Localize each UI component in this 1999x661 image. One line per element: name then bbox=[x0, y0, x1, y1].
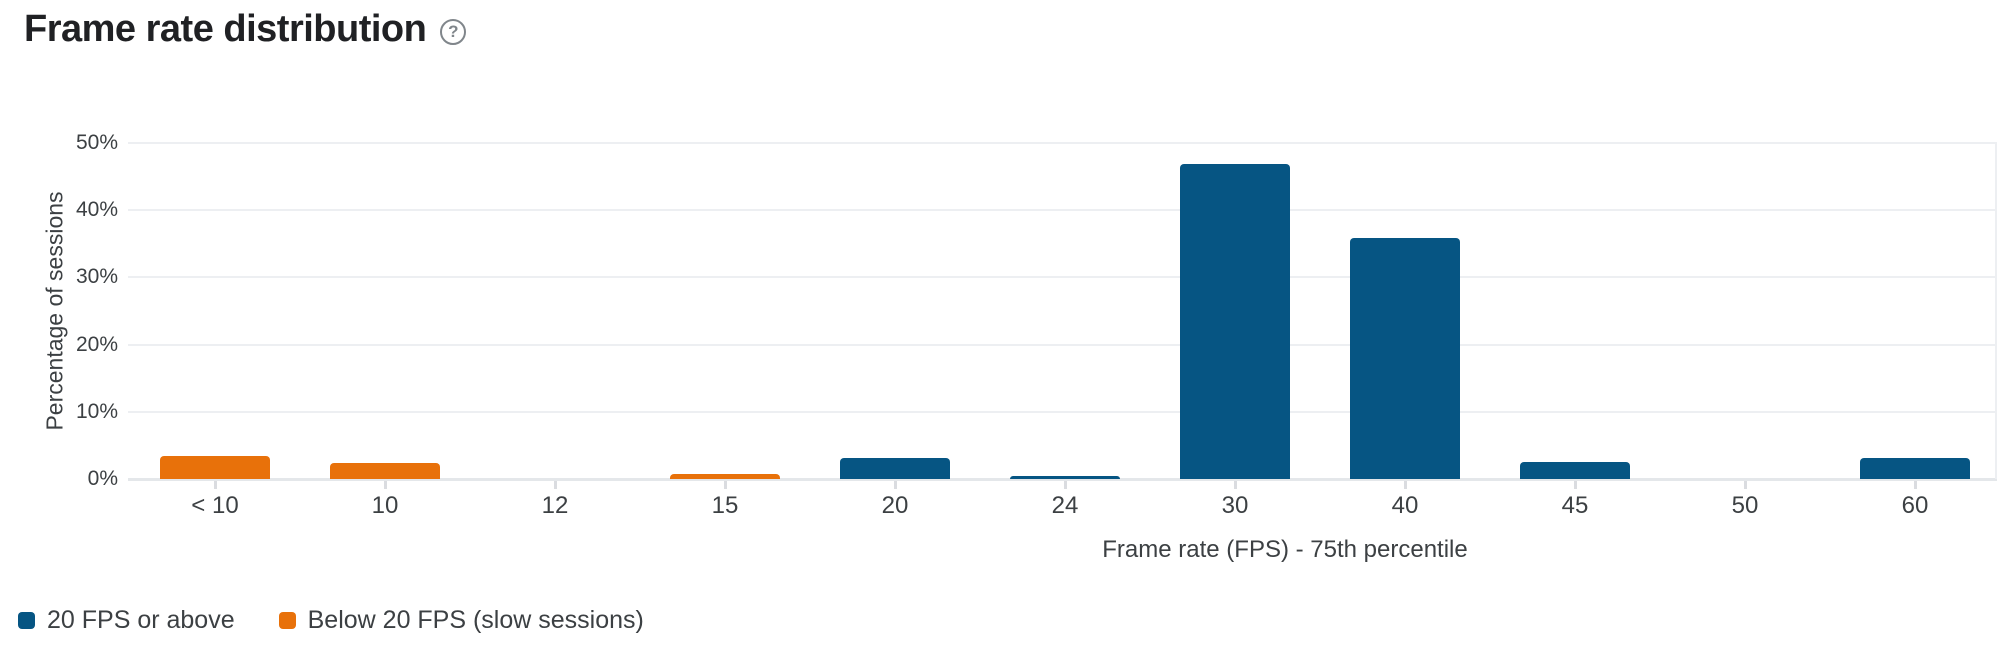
x-tick-label: 30 bbox=[1221, 492, 1249, 519]
gridline bbox=[128, 276, 1997, 279]
x-tick-label: < 10 bbox=[191, 492, 239, 519]
card-header: Frame rate distribution ? bbox=[24, 8, 467, 51]
bar-45[interactable] bbox=[1520, 461, 1630, 479]
help-icon[interactable]: ? bbox=[440, 18, 467, 45]
y-axis-label: Percentage of sessions bbox=[41, 191, 68, 431]
bar-24[interactable] bbox=[1010, 475, 1120, 479]
gridline bbox=[128, 343, 1997, 346]
x-axis-tick bbox=[213, 481, 217, 489]
bar-20[interactable] bbox=[840, 458, 950, 479]
x-axis-tick bbox=[1233, 481, 1237, 489]
x-tick-label: 12 bbox=[541, 492, 569, 519]
x-axis-tick bbox=[893, 481, 897, 489]
bar-10[interactable] bbox=[330, 462, 440, 479]
x-tick-label: 50 bbox=[1731, 492, 1759, 519]
x-axis-tick bbox=[1573, 481, 1577, 489]
x-axis-tick bbox=[1913, 481, 1917, 489]
page-title: Frame rate distribution bbox=[24, 8, 427, 50]
legend-item: Below 20 FPS (slow sessions) bbox=[278, 606, 644, 635]
legend-label: Below 20 FPS (slow sessions) bbox=[307, 606, 644, 634]
x-axis-tick bbox=[1403, 481, 1407, 489]
x-axis-tick bbox=[383, 481, 387, 489]
legend-label: 20 FPS or above bbox=[47, 606, 235, 634]
y-tick-label: 20% bbox=[75, 332, 118, 356]
x-tick-label: 20 bbox=[881, 492, 909, 519]
legend-swatch-blue bbox=[18, 612, 35, 629]
legend: 20 FPS or above Below 20 FPS (slow sessi… bbox=[18, 606, 644, 635]
x-axis-tick bbox=[723, 481, 727, 489]
x-axis-tick bbox=[1063, 481, 1067, 489]
plot-right-border bbox=[1995, 143, 1997, 479]
y-tick-label: 10% bbox=[75, 399, 118, 423]
legend-swatch-orange bbox=[278, 612, 296, 629]
y-tick-label: 50% bbox=[75, 131, 118, 154]
x-tick-label: 45 bbox=[1561, 492, 1589, 519]
x-axis-tick bbox=[1743, 481, 1747, 489]
x-axis-title: Frame rate (FPS) - 75th percentile bbox=[1102, 536, 1468, 563]
gridline bbox=[128, 477, 1997, 481]
legend-item: 20 FPS or above bbox=[18, 606, 235, 635]
y-tick-label: 40% bbox=[75, 198, 118, 222]
bar-30[interactable] bbox=[1180, 163, 1290, 479]
x-axis-tick bbox=[553, 481, 557, 489]
x-tick-label: 60 bbox=[1901, 492, 1929, 519]
x-tick-label: 24 bbox=[1051, 492, 1079, 519]
x-tick-label: 40 bbox=[1391, 492, 1419, 519]
gridline bbox=[128, 209, 1997, 212]
x-tick-label: 10 bbox=[371, 492, 399, 519]
gridline bbox=[128, 142, 1997, 144]
x-tick-label: 15 bbox=[711, 492, 739, 519]
bar-40[interactable] bbox=[1350, 237, 1460, 479]
y-tick-label: 30% bbox=[75, 265, 118, 289]
y-tick-label: 0% bbox=[87, 467, 118, 490]
bar-60[interactable] bbox=[1860, 458, 1970, 479]
gridline bbox=[128, 410, 1997, 413]
bar-<10[interactable] bbox=[160, 456, 270, 479]
bar-15[interactable] bbox=[670, 473, 780, 479]
